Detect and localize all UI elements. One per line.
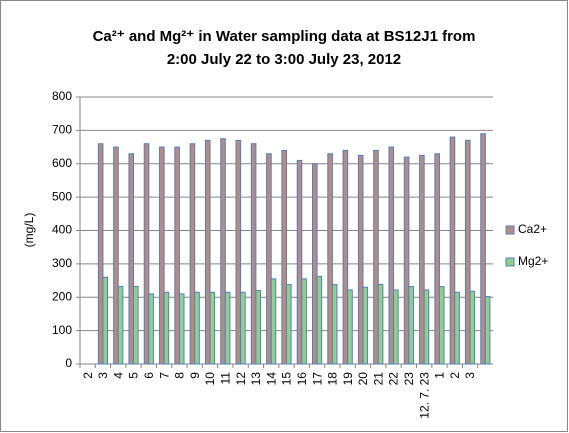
- x-tick-label: 18: [326, 372, 340, 386]
- chart-title: 2:00 July 22 to 3:00 July 23, 2012: [167, 51, 401, 68]
- legend-label: Ca2+: [518, 222, 547, 236]
- bar: [128, 153, 135, 365]
- x-tick-label: 13: [249, 372, 263, 386]
- bar: [377, 284, 384, 365]
- bar: [220, 138, 226, 365]
- x-tick-label: 8: [173, 372, 187, 379]
- bar: [266, 153, 272, 365]
- bar: [464, 139, 471, 365]
- bar: [327, 153, 333, 365]
- x-tick-label: 2: [81, 372, 95, 379]
- x-tick-label: 21: [371, 372, 385, 386]
- x-tick-label: 3: [96, 372, 110, 379]
- bar: [174, 146, 180, 365]
- bar: [250, 143, 257, 365]
- bar: [362, 286, 369, 365]
- bar: [469, 290, 476, 365]
- y-tick-label: 300: [52, 256, 72, 270]
- bar: [178, 293, 185, 365]
- bar: [301, 278, 307, 365]
- legend-label: Mg2+: [518, 254, 548, 268]
- bar: [480, 133, 486, 365]
- bar: [117, 286, 124, 365]
- x-tick-label: 17: [310, 372, 324, 386]
- bar: [102, 276, 109, 365]
- y-tick-label: 400: [52, 223, 72, 237]
- bar: [163, 291, 170, 365]
- bar: [255, 290, 261, 365]
- bar: [438, 286, 445, 365]
- legend-swatch: [505, 225, 515, 235]
- x-tick-label: 23: [402, 372, 416, 386]
- legend-swatch: [505, 257, 515, 267]
- bar: [281, 149, 287, 365]
- y-tick-label: 800: [52, 89, 72, 103]
- x-tick-label: 1: [433, 372, 447, 379]
- x-tick-label: 22: [387, 372, 401, 386]
- x-tick-label: 9: [188, 372, 202, 379]
- bar: [373, 149, 379, 365]
- bar: [408, 286, 414, 365]
- x-tick-label: 10: [203, 372, 217, 386]
- bar: [133, 286, 139, 365]
- bar: [209, 291, 216, 365]
- bar: [143, 143, 150, 365]
- x-tick-label: 20: [356, 372, 370, 386]
- bar: [312, 163, 318, 365]
- x-tick-label: 12. 7. 23: [417, 372, 431, 419]
- bar: [419, 154, 425, 365]
- bar: [342, 149, 349, 365]
- x-tick-label: 7: [157, 372, 171, 379]
- bar: [316, 276, 323, 365]
- bar: [204, 139, 211, 365]
- bar: [113, 146, 119, 365]
- bar: [423, 289, 430, 365]
- x-tick-label: 12: [234, 372, 248, 386]
- x-tick-label: 4: [111, 372, 125, 379]
- x-tick-label: 5: [127, 372, 141, 379]
- bar: [159, 146, 165, 365]
- bar: [454, 291, 460, 365]
- y-tick-label: 100: [52, 323, 72, 337]
- bar: [357, 154, 364, 365]
- y-tick-label: 500: [52, 189, 72, 203]
- x-tick-label: 3: [463, 372, 477, 379]
- x-tick-label: 2: [448, 372, 462, 379]
- bar: [240, 291, 246, 365]
- bar: [194, 291, 200, 365]
- y-tick-label: 600: [52, 156, 72, 170]
- bar: [434, 153, 440, 365]
- bar: [235, 139, 242, 365]
- x-tick-label: 14: [264, 372, 278, 386]
- bar: [347, 289, 353, 365]
- bar: [270, 278, 277, 365]
- bar: [189, 143, 196, 365]
- chart-title: Ca²⁺ and Mg²⁺ in Water sampling data at …: [93, 28, 476, 45]
- x-tick-label: 6: [142, 372, 156, 379]
- bar: [484, 296, 491, 365]
- y-tick-label: 200: [52, 289, 72, 303]
- x-tick-label: 11: [218, 372, 232, 385]
- bar: [388, 146, 395, 365]
- x-tick-label: 15: [280, 372, 294, 386]
- bar: [148, 293, 154, 365]
- x-tick-label: 16: [295, 372, 309, 386]
- bar: [331, 284, 338, 365]
- bar: [296, 159, 303, 365]
- bar: [393, 289, 399, 365]
- y-tick-label: 700: [52, 123, 72, 137]
- y-tick-label: 0: [65, 356, 72, 370]
- bar: [286, 284, 292, 365]
- bar: [97, 143, 104, 365]
- y-axis-label: (mg/L): [22, 213, 36, 248]
- bar: [224, 291, 231, 365]
- bar: [449, 136, 456, 365]
- bar: [403, 156, 410, 365]
- x-tick-label: 19: [341, 372, 355, 386]
